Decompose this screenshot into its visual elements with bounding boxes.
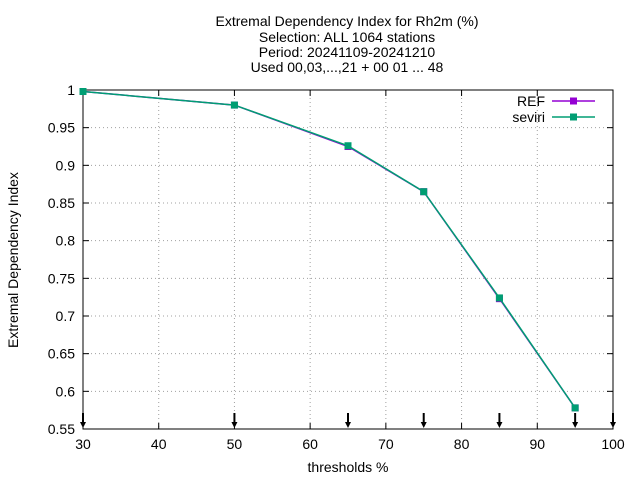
threshold-arrow <box>496 413 503 428</box>
data-point <box>571 404 579 412</box>
data-point <box>230 101 238 109</box>
x-tick-label: 90 <box>529 436 545 452</box>
title-line-3: Period: 20241109-20241210 <box>259 44 436 60</box>
data-point <box>79 88 87 96</box>
title-line-2: Selection: ALL 1064 stations <box>259 29 435 45</box>
threshold-arrow <box>572 413 579 428</box>
chart-title: Extremal Dependency Index for Rh2m (%) S… <box>216 13 479 75</box>
title-line-1: Extremal Dependency Index for Rh2m (%) <box>216 13 479 29</box>
y-tick-label: 0.75 <box>48 270 75 286</box>
y-tick-label: 0.85 <box>48 195 75 211</box>
x-tick-label: 30 <box>75 436 91 452</box>
threshold-arrow <box>231 413 238 428</box>
legend-item-seviri: seviri <box>512 109 595 125</box>
series-seviri <box>79 88 579 412</box>
threshold-arrow <box>80 413 86 428</box>
x-tick-label: 70 <box>378 436 394 452</box>
x-tick-label: 100 <box>601 436 625 452</box>
tick-labels: 30 40 50 60 70 80 90 100 0.55 0.6 0.65 0.7 0.75 0.8 0.… <box>48 82 625 452</box>
y-tick-label: 0.7 <box>56 308 76 324</box>
series-line <box>82 90 576 409</box>
grid <box>83 90 613 429</box>
threshold-arrow-head <box>610 422 616 428</box>
threshold-arrow-head <box>572 422 579 428</box>
threshold-arrow <box>610 413 616 428</box>
x-axis-label: thresholds % <box>308 459 389 475</box>
plot-frame <box>82 89 614 430</box>
title-line-4: Used 00,03,...,21 + 00 01 ... 48 <box>251 59 444 75</box>
x-tick-label: 50 <box>227 436 243 452</box>
data-point <box>495 294 503 302</box>
y-tick-label: 0.95 <box>48 120 75 136</box>
threshold-arrow-head <box>496 422 503 428</box>
y-tick-label: 0.55 <box>48 421 75 437</box>
x-tick-label: 60 <box>302 436 318 452</box>
threshold-arrows <box>80 413 616 428</box>
threshold-arrow <box>345 413 351 428</box>
x-tick-label: 40 <box>151 436 167 452</box>
legend-label: REF <box>517 93 545 109</box>
y-tick-label: 1 <box>67 82 75 98</box>
y-tick-label: 0.6 <box>56 383 76 399</box>
threshold-arrow-head <box>231 422 238 428</box>
legend-item-ref: REF <box>517 93 595 109</box>
legend-label: seviri <box>512 109 545 125</box>
y-tick-label: 0.65 <box>48 346 75 362</box>
threshold-arrow <box>420 413 427 428</box>
series <box>79 88 579 412</box>
threshold-arrow-head <box>80 422 86 428</box>
x-tick-label: 80 <box>454 436 470 452</box>
threshold-arrow-head <box>345 422 351 428</box>
threshold-arrow-head <box>420 422 427 428</box>
y-tick-label: 0.9 <box>56 157 76 173</box>
legend-marker <box>570 97 577 105</box>
y-axis-label: Extremal Dependency Index <box>5 172 21 348</box>
legend-marker <box>570 113 577 121</box>
data-point <box>344 142 352 150</box>
y-tick-label: 0.8 <box>56 233 76 249</box>
data-point <box>420 188 428 196</box>
